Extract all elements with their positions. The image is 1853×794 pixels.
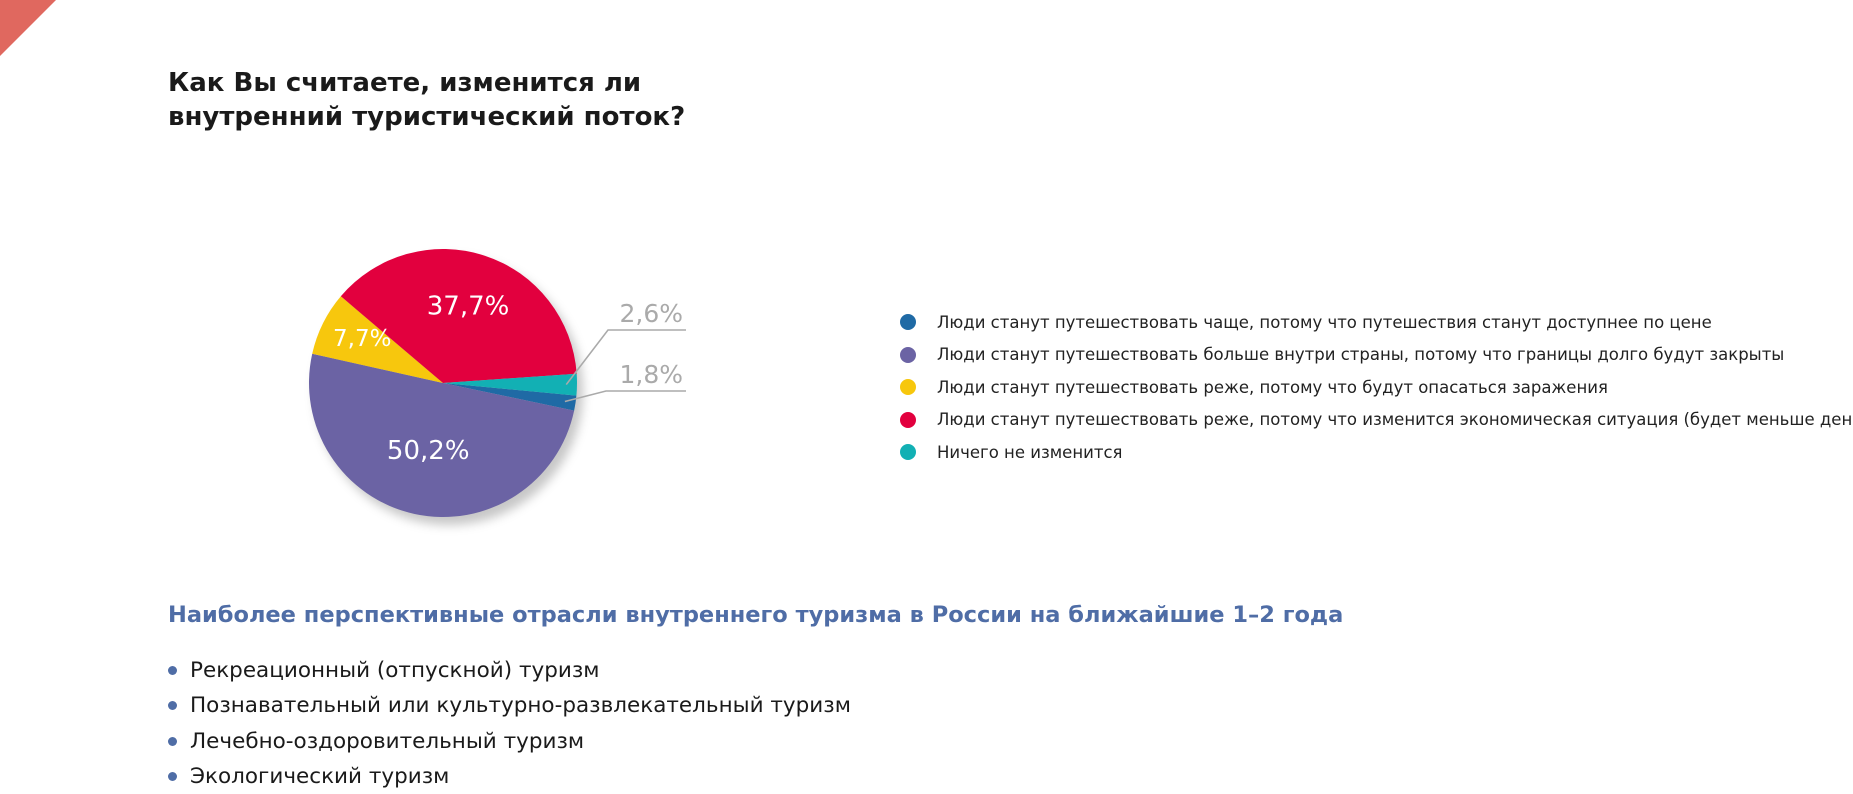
pie-slice-label: 7,7% (333, 326, 391, 352)
pie-slice (308, 353, 575, 518)
bullet-icon (168, 772, 177, 782)
sectors-heading: Наиболее перспективные отрасли внутренне… (168, 602, 1344, 628)
list-item-label: Экологический туризм (190, 764, 450, 790)
pie-slice (340, 249, 577, 383)
legend-label: Люди станут путешествовать чаще, потому … (937, 312, 1712, 332)
chart-legend: Люди станут путешествовать чаще, потому … (900, 306, 1853, 469)
list-item: Экологический туризм (168, 759, 851, 794)
legend-swatch (900, 411, 916, 428)
list-item: Лечебно-оздоровительный туризм (168, 724, 851, 759)
pie-slice (443, 373, 577, 396)
legend-swatch (900, 346, 916, 363)
legend-label: Ничего не изменится (937, 442, 1123, 462)
legend-item: Ничего не изменится (900, 436, 1853, 469)
legend-item: Люди станут путешествовать больше внутри… (900, 339, 1853, 372)
legend-swatch (900, 314, 916, 331)
legend-label: Люди станут путешествовать реже, потому … (937, 410, 1853, 430)
legend-swatch (900, 444, 916, 461)
list-item-label: Лечебно-оздоровительный туризм (190, 728, 585, 754)
bullet-icon (168, 736, 177, 746)
legend-swatch (900, 379, 916, 396)
bullet-icon (168, 666, 177, 676)
pie-slice-label: 50,2% (387, 436, 470, 466)
bullet-icon (168, 701, 177, 711)
chart-question-title: Как Вы считаете, изменится ли внутренний… (168, 68, 686, 132)
list-item-label: Познавательный или культурно-развлекател… (190, 693, 851, 719)
pie-slice (443, 383, 577, 411)
callout-line (564, 390, 686, 403)
legend-item: Люди станут путешествовать реже, потому … (900, 404, 1853, 437)
callout-label: 2,6% (619, 299, 683, 328)
legend-label: Люди станут путешествовать больше внутри… (937, 345, 1785, 365)
corner-decoration (0, 0, 56, 56)
callout-label: 1,8% (619, 360, 683, 389)
list-item: Познавательный или культурно-развлекател… (168, 688, 851, 723)
pie-slice-label: 37,7% (427, 292, 510, 322)
list-item: Рекреационный (отпускной) туризм (168, 653, 851, 688)
sectors-list: Рекреационный (отпускной) туризм Познават… (168, 653, 851, 794)
list-item-label: Рекреационный (отпускной) туризм (190, 658, 600, 684)
legend-item: Люди станут путешествовать чаще, потому … (900, 306, 1853, 339)
pie-slice (312, 296, 443, 383)
legend-item: Люди станут путешествовать реже, потому … (900, 371, 1853, 404)
callout-line (565, 329, 686, 386)
legend-label: Люди станут путешествовать реже, потому … (937, 377, 1608, 397)
